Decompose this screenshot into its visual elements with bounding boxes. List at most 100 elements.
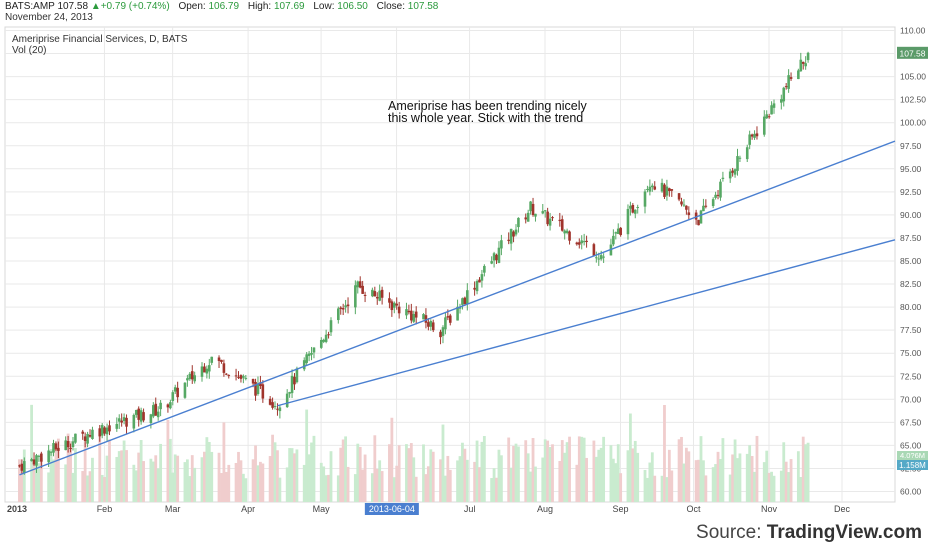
candle-body: [237, 376, 240, 378]
candle-body: [66, 441, 70, 448]
candle-body: [337, 308, 340, 321]
volume-tag-lower: [897, 460, 928, 470]
candle-body: [755, 133, 759, 137]
volume-bar: [120, 450, 124, 502]
volume-bar: [278, 477, 282, 502]
volume-bar: [268, 456, 272, 502]
volume-bar: [458, 456, 462, 502]
trendline: [277, 239, 896, 407]
candle-body: [310, 352, 313, 355]
volume-bar: [18, 459, 21, 502]
x-tick-label: Jul: [464, 504, 476, 514]
volume-bar: [473, 461, 477, 502]
candle-body: [47, 450, 50, 463]
candle-body: [716, 194, 720, 196]
volume-bar: [585, 457, 588, 502]
candle-body: [799, 59, 803, 72]
volume-bar: [35, 459, 38, 502]
volume-bar: [361, 469, 365, 502]
volume-bar: [750, 455, 754, 502]
volume-bar: [597, 449, 601, 502]
volume-bar: [546, 440, 550, 502]
volume-bar: [753, 471, 756, 502]
volume-bar: [88, 471, 92, 502]
candle-body: [154, 403, 158, 416]
volume-bar: [602, 436, 606, 502]
candle-body: [242, 375, 245, 378]
candle-body: [120, 420, 123, 423]
volume-bar: [582, 437, 586, 502]
volume-bar: [183, 462, 187, 502]
volume-bar: [356, 443, 360, 502]
high-label: High:: [247, 1, 272, 12]
volume-bar: [633, 440, 637, 502]
annotation-line: Ameriprise has been trending nicely: [388, 99, 587, 113]
candle-body: [439, 331, 442, 338]
y-tick-label: 100.00: [900, 118, 926, 128]
volume-bar: [697, 459, 700, 502]
volume-bar: [636, 452, 640, 502]
candle-body: [375, 297, 379, 299]
volume-indicator-label: Vol (20): [12, 45, 46, 56]
volume-bar: [534, 466, 537, 502]
candle-body: [719, 181, 722, 198]
volume-bar: [83, 442, 87, 502]
volume-bar: [677, 439, 681, 502]
candle-body: [616, 228, 620, 234]
volume-bar: [193, 467, 197, 502]
candle-body: [18, 465, 21, 467]
volume-bar: [748, 445, 752, 502]
candle-body: [397, 306, 401, 314]
volume-bar: [149, 458, 153, 502]
candle-body: [685, 205, 688, 210]
candle-body: [100, 425, 104, 436]
candle-body: [704, 205, 708, 207]
candle-body: [122, 417, 126, 422]
volume-bar: [517, 446, 520, 502]
candle-body: [176, 387, 179, 398]
candle-body: [424, 315, 428, 323]
close-value: 107.58: [407, 1, 439, 12]
volume-bar: [295, 449, 299, 502]
volume-bar: [154, 455, 158, 502]
volume-bar: [680, 436, 683, 502]
candle-body: [388, 298, 391, 303]
candle-body: [268, 398, 272, 405]
x-tick-label: Apr: [241, 504, 255, 514]
candle-body: [259, 382, 262, 386]
volume-bar: [171, 472, 175, 502]
candle-body: [500, 240, 503, 249]
candle-body: [772, 103, 776, 108]
x-tick-label: Sep: [612, 504, 628, 514]
volume-bar: [563, 452, 567, 502]
volume-bar: [234, 462, 238, 502]
candle-body: [290, 375, 294, 394]
volume-bar: [373, 435, 377, 502]
last-price-tag: [897, 46, 928, 59]
x-tick-label: 2013: [7, 504, 27, 514]
volume-bar: [614, 463, 618, 502]
volume-bar: [307, 454, 311, 502]
close-label: Close:: [376, 1, 405, 12]
candle-body: [480, 274, 484, 281]
candle-body: [497, 247, 501, 263]
candle-body: [565, 230, 569, 233]
volume-bar: [37, 463, 41, 502]
candle-body: [728, 171, 732, 179]
volume-bar: [548, 447, 552, 502]
volume-bar: [210, 451, 214, 502]
candle-body: [806, 52, 810, 61]
candle-body: [631, 204, 635, 213]
volume-bar: [665, 477, 669, 502]
y-tick-label: 67.50: [900, 417, 922, 427]
y-tick-label: 72.50: [900, 371, 922, 381]
candle-body: [711, 199, 715, 207]
volume-bar: [134, 470, 138, 502]
candle-body: [139, 410, 143, 422]
candle-body: [663, 184, 666, 197]
candle-body: [32, 459, 36, 465]
candle-body: [546, 211, 549, 225]
candle-body: [534, 213, 537, 217]
candle-body: [341, 308, 345, 310]
